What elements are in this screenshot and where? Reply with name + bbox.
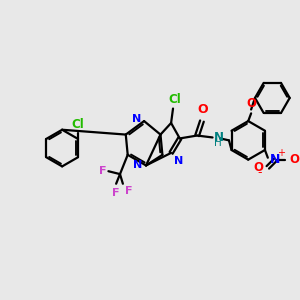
- Text: F: F: [125, 186, 132, 196]
- Text: F: F: [99, 166, 106, 176]
- Text: O: O: [253, 161, 263, 174]
- Text: N: N: [270, 153, 281, 166]
- Text: N: N: [174, 156, 183, 166]
- Text: -: -: [258, 166, 262, 179]
- Text: O: O: [289, 153, 299, 166]
- Text: H: H: [214, 138, 221, 148]
- Text: O: O: [246, 97, 256, 110]
- Text: F: F: [112, 188, 120, 198]
- Text: Cl: Cl: [72, 118, 84, 131]
- Text: N: N: [132, 114, 141, 124]
- Text: Cl: Cl: [169, 93, 181, 106]
- Text: +: +: [277, 148, 285, 158]
- Text: N: N: [214, 131, 224, 144]
- Text: O: O: [198, 103, 208, 116]
- Text: N: N: [133, 160, 142, 170]
